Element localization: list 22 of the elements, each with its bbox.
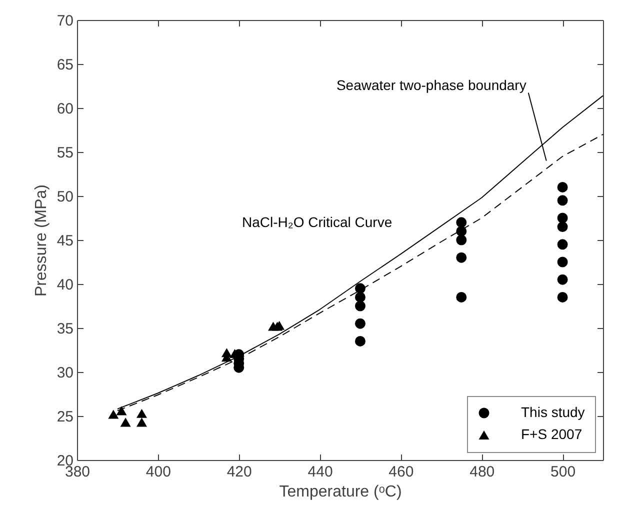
y-tick-label: 25	[56, 408, 74, 426]
x-axis-title: Temperature (ᵒC)	[279, 484, 402, 500]
annotation: NaCl-H₂O Critical Curve	[242, 214, 392, 230]
y-tick-label: 60	[56, 100, 74, 118]
x-tick-label: 460	[388, 464, 414, 480]
y-tick-label: 55	[56, 144, 74, 162]
legend-label: F+S 2007	[521, 426, 582, 442]
y-tick-label: 50	[56, 188, 74, 206]
legend-label: This study	[521, 404, 585, 420]
x-tick-label: 400	[146, 464, 171, 480]
y-tick-label: 65	[56, 56, 74, 74]
y-tick-label: 45	[56, 232, 74, 250]
x-tick-label: 500	[550, 464, 576, 480]
y-tick-label: 70	[56, 12, 74, 30]
y-tick-label: 35	[56, 320, 74, 338]
x-tick-label: 440	[308, 464, 333, 480]
annotation: Seawater two-phase boundary	[336, 76, 526, 93]
x-tick-label: 420	[226, 464, 252, 480]
y-tick-label: 30	[56, 364, 74, 382]
y-tick-label: 40	[56, 276, 74, 294]
y-axis-title: Pressure (MPa)	[32, 184, 50, 297]
x-tick-label: 480	[470, 464, 495, 480]
